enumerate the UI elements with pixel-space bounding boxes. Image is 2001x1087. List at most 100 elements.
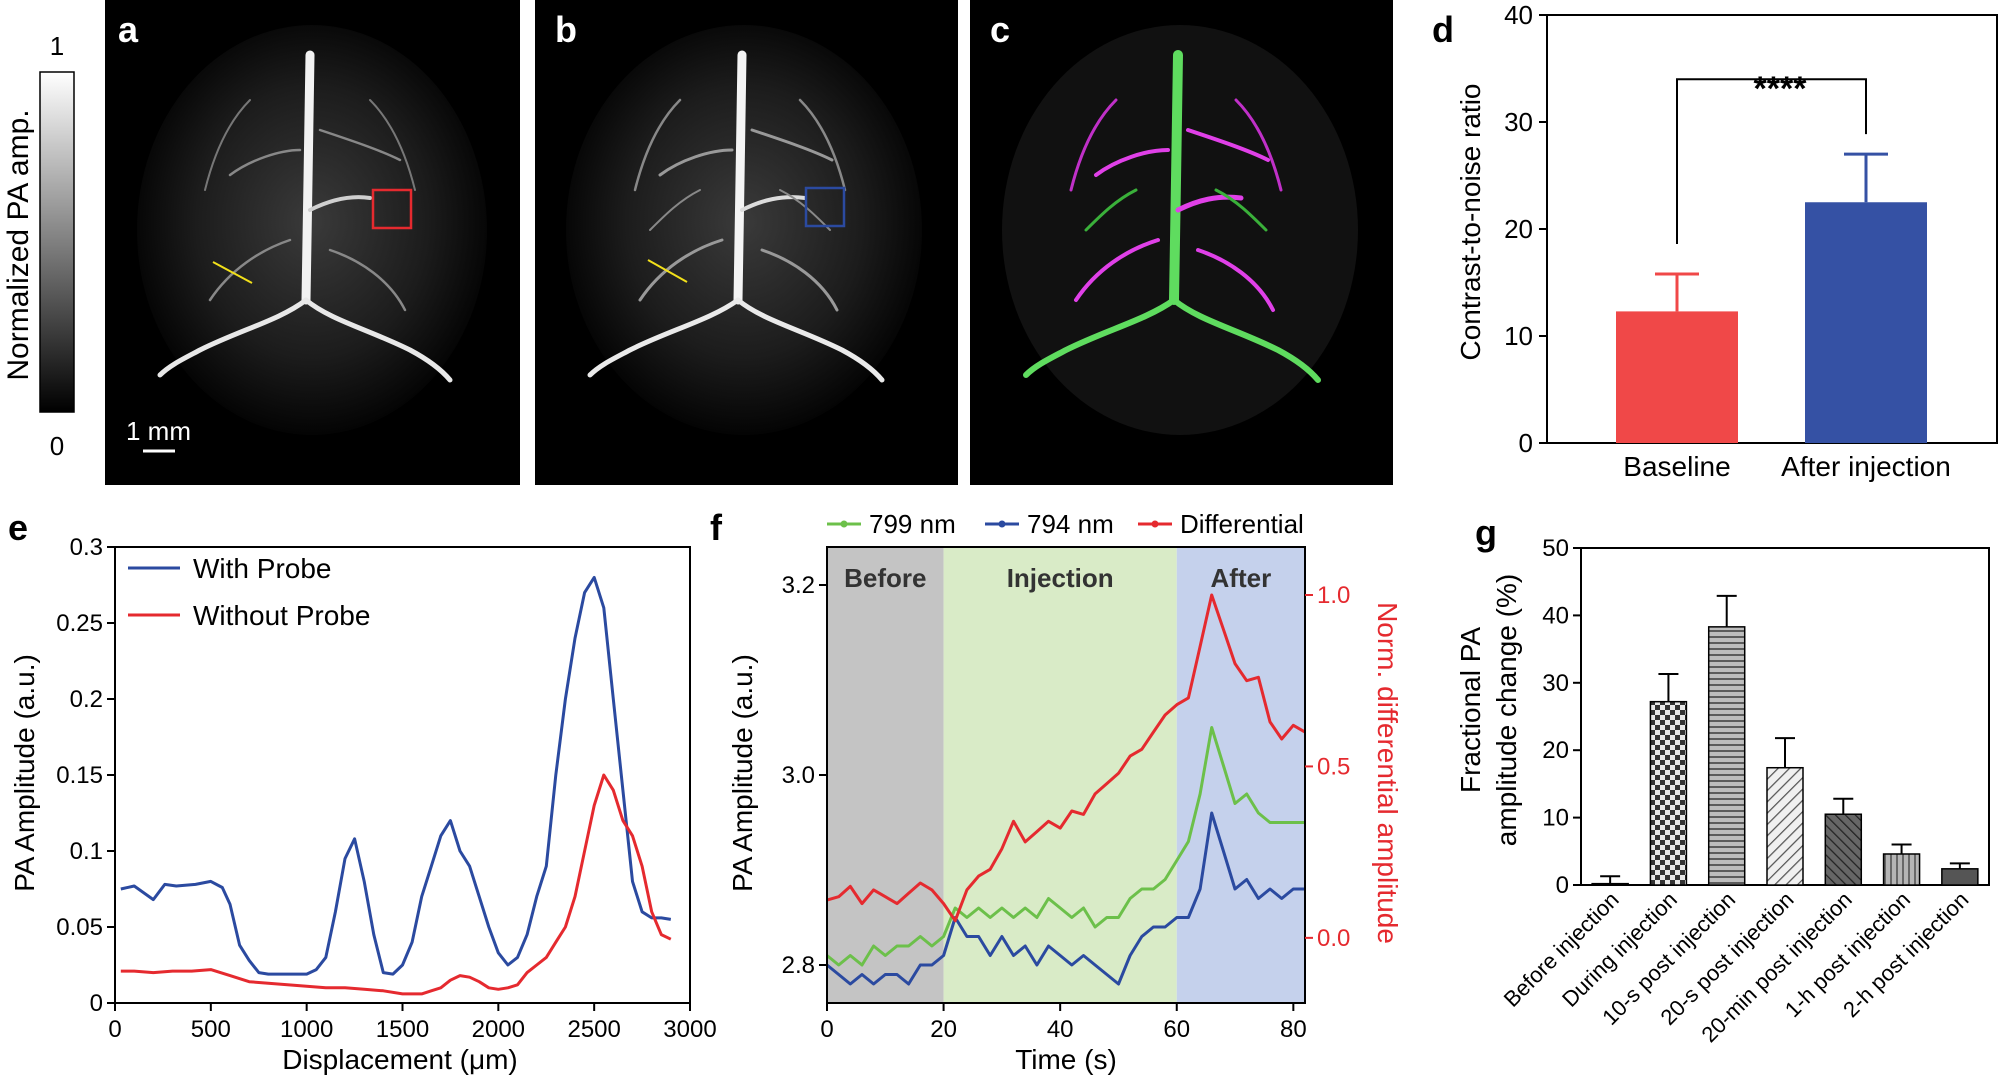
panel-e-chart: e PA Amplitude (a.u.) Displacement (μm) … <box>8 507 717 1075</box>
colorbar-title: Normalized PA amp. <box>2 109 35 380</box>
e-xtick-label: 1000 <box>280 1016 333 1043</box>
e-xtick-label: 500 <box>191 1016 231 1043</box>
panel-c-image: c <box>970 0 1393 485</box>
e-legend-label: With Probe <box>193 553 332 584</box>
f-series-line <box>826 811 1305 986</box>
g-bar <box>1824 813 1863 886</box>
d-bar <box>1805 202 1927 443</box>
panel-f-ylabel-right: Norm. differential amplitude <box>1372 602 1403 944</box>
f-legend-marker <box>1151 520 1159 528</box>
f-xtick-label: 80 <box>1280 1016 1307 1043</box>
f-ytick-label: 2.8 <box>782 952 815 979</box>
e-series-line <box>120 575 672 976</box>
significance-bracket <box>1676 78 1867 244</box>
panel-f-letter: f <box>710 507 723 548</box>
f-phase-label: After <box>1211 563 1272 593</box>
g-bar <box>1707 626 1746 886</box>
g-bar <box>1882 853 1921 886</box>
f-legend-marker <box>998 520 1006 528</box>
f-xtick-label: 20 <box>930 1016 957 1043</box>
e-xtick-label: 3000 <box>663 1016 716 1043</box>
panel-e-xlabel: Displacement (μm) <box>282 1044 518 1075</box>
d-ytick-label: 0 <box>1519 428 1533 458</box>
f-series-line <box>826 726 1305 967</box>
e-ytick-label: 0.2 <box>70 686 103 713</box>
panel-a-image: 1 mm a <box>105 0 520 485</box>
panel-e-ylabel: PA Amplitude (a.u.) <box>9 654 40 892</box>
f-xtick-label: 40 <box>1047 1016 1074 1043</box>
f-phase-label: Injection <box>1007 563 1114 593</box>
e-ytick-label: 0.3 <box>70 534 103 561</box>
d-category-label: After injection <box>1781 451 1951 482</box>
e-ytick-label: 0 <box>90 990 103 1017</box>
f-legend-label: 799 nm <box>869 509 956 539</box>
f-phase-band <box>943 547 1177 1003</box>
panel-e-letter: e <box>8 507 28 548</box>
panel-c-letter: c <box>990 9 1010 50</box>
d-ytick-label: 30 <box>1504 107 1533 137</box>
f-ytick-right-label: 0.0 <box>1317 925 1350 952</box>
f-legend-label: 794 nm <box>1027 509 1114 539</box>
e-xtick-label: 1500 <box>376 1016 429 1043</box>
e-ytick-label: 0.15 <box>56 762 103 789</box>
g-bar <box>1941 868 1979 886</box>
roi-box-red <box>371 188 413 230</box>
f-legend-label: Differential <box>1180 509 1304 539</box>
panel-d-chart: d Contrast-to-noise ratio 0 10 20 30 40 Base… <box>1432 0 1998 482</box>
panel-b-letter: b <box>555 9 577 50</box>
g-bar <box>1649 700 1688 886</box>
g-ytick-label: 20 <box>1542 737 1569 764</box>
panel-f-chart: f Before Injection After 0 20 40 60 80 2.8 3.0 3.… <box>710 507 1403 1075</box>
e-series-line <box>120 773 672 996</box>
e-legend-label: Without Probe <box>193 600 370 631</box>
f-xtick-label: 60 <box>1163 1016 1190 1043</box>
panel-d-ylabel: Contrast-to-noise ratio <box>1455 83 1486 360</box>
roi-box-blue <box>804 186 846 228</box>
g-bar <box>1766 766 1804 886</box>
colorbar-min-label: 0 <box>50 431 64 461</box>
d-ytick-label: 40 <box>1504 0 1533 30</box>
panel-g-ylabel-line2: amplitude change (%) <box>1491 574 1522 846</box>
f-phase-band <box>827 547 944 1003</box>
d-ytick-label: 10 <box>1504 321 1533 351</box>
e-ytick-label: 0.1 <box>70 838 103 865</box>
panel-g-chart: g Fractional PA amplitude change (%) 0 10… <box>1455 512 1990 1047</box>
e-ytick-label: 0.05 <box>56 914 103 941</box>
yellow-profile-line-a <box>212 261 253 284</box>
yellow-profile-line-b <box>647 259 688 283</box>
g-ytick-label: 50 <box>1542 535 1569 562</box>
f-ytick-label: 3.2 <box>782 572 815 599</box>
f-legend-marker <box>840 520 848 528</box>
d-bar <box>1616 311 1738 443</box>
panel-a-letter: a <box>118 9 139 50</box>
f-xtick-label: 0 <box>820 1016 833 1043</box>
e-xtick-label: 0 <box>108 1016 121 1043</box>
panel-f-xlabel: Time (s) <box>1015 1044 1117 1075</box>
e-xtick-label: 2500 <box>567 1016 620 1043</box>
g-ytick-label: 0 <box>1556 872 1569 899</box>
e-ytick-label: 0.25 <box>56 610 103 637</box>
g-ytick-label: 10 <box>1542 805 1569 832</box>
f-ytick-right-label: 0.5 <box>1317 753 1350 780</box>
panel-f-ylabel: PA Amplitude (a.u.) <box>727 654 758 892</box>
colorbar-max-label: 1 <box>50 31 64 61</box>
d-ytick-label: 20 <box>1504 214 1533 244</box>
panel-g-ylabel-line1: Fractional PA <box>1455 627 1486 793</box>
f-ytick-label: 3.0 <box>782 762 815 789</box>
scale-bar-label: 1 mm <box>126 416 191 446</box>
g-bar <box>1591 882 1629 886</box>
g-ytick-label: 30 <box>1542 670 1569 697</box>
f-phase-label: Before <box>844 563 926 593</box>
panel-d-letter: d <box>1432 9 1454 50</box>
significance-label: **** <box>1754 70 1808 108</box>
colorbar-group: 1 0 Normalized PA amp. <box>2 31 75 461</box>
f-series-line <box>826 593 1306 923</box>
e-xtick-label: 2000 <box>472 1016 525 1043</box>
f-ytick-right-label: 1.0 <box>1317 582 1350 609</box>
f-phase-band <box>1176 547 1305 1003</box>
colorbar <box>39 71 75 413</box>
panel-b-image: b <box>535 0 958 485</box>
panel-g-letter: g <box>1475 512 1497 553</box>
d-category-label: Baseline <box>1623 451 1730 482</box>
